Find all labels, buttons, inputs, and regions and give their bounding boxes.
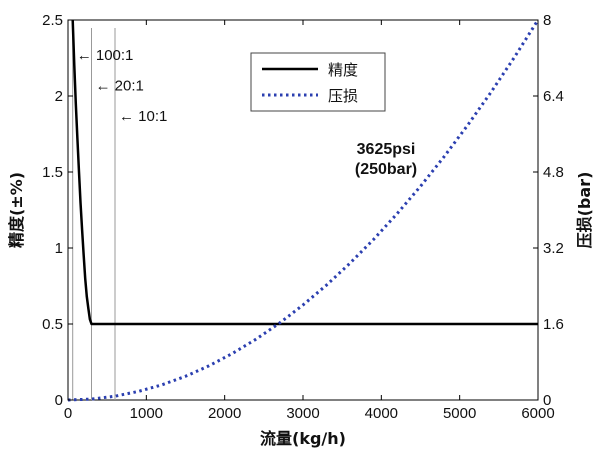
x-tick-label: 4000 (365, 405, 398, 422)
y-right-tick-label: 3.2 (543, 240, 564, 257)
x-tick-label: 6000 (521, 405, 554, 422)
y-right-tick-label: 0 (543, 392, 551, 409)
y-left-tick-label: 2.5 (42, 12, 63, 29)
y-right-tick-label: 8 (543, 12, 551, 29)
y-right-tick-label: 6.4 (543, 88, 564, 105)
x-tick-label: 2000 (208, 405, 241, 422)
y-left-tick-label: 1.5 (42, 164, 63, 181)
legend: 精度 压损 (250, 52, 386, 112)
series-line-accuracy (71, 19, 538, 326)
x-tick-label: 3000 (286, 405, 319, 422)
x-tick-label: 5000 (443, 405, 476, 422)
y-right-tick-label: 4.8 (543, 164, 564, 181)
y-axis-right-label: 压损(bar) (575, 172, 594, 249)
ratio-lines (72, 28, 116, 400)
pressure-annotation-line2: (250bar) (355, 161, 417, 178)
y-axis-right: 0 1.6 3.2 4.8 6.4 8 (533, 12, 564, 409)
ratio-annotation: ← 20:1 (96, 77, 144, 94)
x-axis: 0 1000 2000 3000 4000 5000 6000 (64, 20, 555, 422)
legend-label-accuracy: 精度 (328, 61, 358, 79)
series-line-pressure-drop (67, 19, 540, 402)
y-right-tick-label: 1.6 (543, 316, 564, 333)
ratio-annotation: ← 100:1 (77, 47, 134, 64)
ratio-annotation: ← 10:1 (119, 108, 167, 125)
x-axis-label: 流量(kg/h) (260, 429, 346, 448)
y-left-tick-label: 1 (55, 240, 63, 257)
y-left-tick-label: 0 (55, 392, 63, 409)
series-group (67, 19, 540, 402)
y-left-tick-label: 2 (55, 88, 63, 105)
legend-box (250, 52, 386, 112)
pressure-annotation-line1: 3625psi (357, 141, 416, 158)
y-left-tick-label: 0.5 (42, 316, 63, 333)
y-axis-left: 0 0.5 1 1.5 2 2.5 (42, 12, 73, 409)
x-tick-label: 1000 (130, 405, 163, 422)
y-axis-left-label: 精度(±%) (7, 172, 26, 248)
legend-label-pressure: 压损 (328, 87, 358, 105)
x-tick-label: 0 (64, 405, 72, 422)
annotations: ← 100:1 ← 20:1 ← 10:1 (77, 47, 168, 125)
